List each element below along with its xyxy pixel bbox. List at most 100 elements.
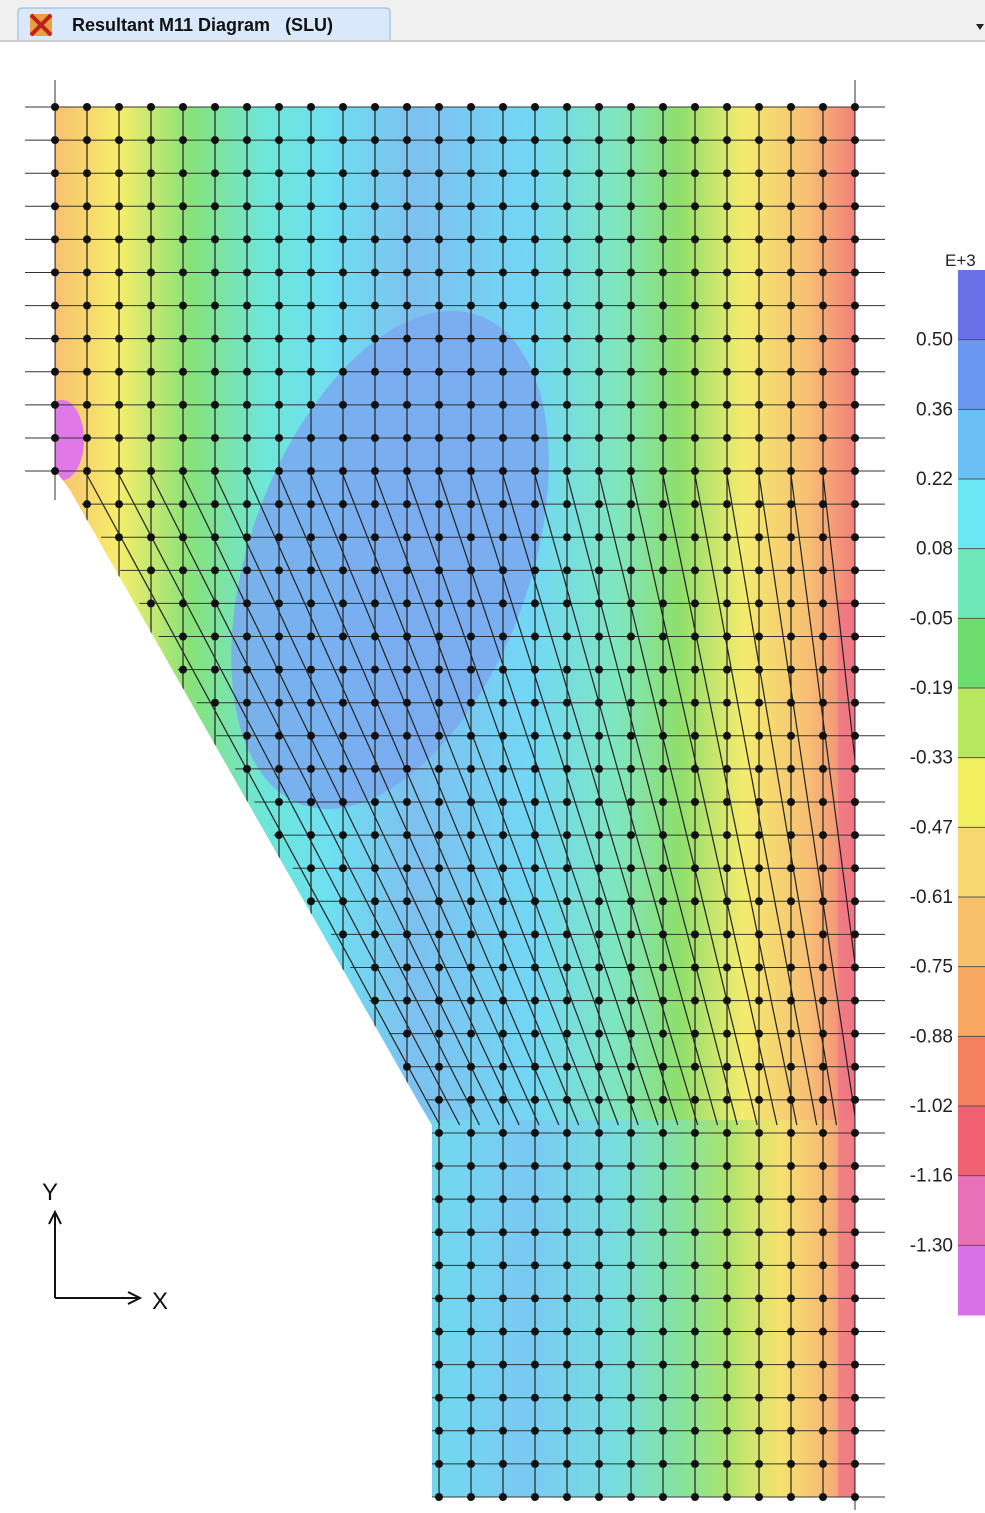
mesh-node <box>595 1427 603 1435</box>
mesh-node <box>851 599 859 607</box>
mesh-node <box>755 1328 763 1336</box>
mesh-node <box>499 202 507 210</box>
mesh-node <box>563 368 571 376</box>
mesh-node <box>851 235 859 243</box>
mesh-node <box>787 798 795 806</box>
mesh-node <box>243 136 251 144</box>
mesh-node <box>403 997 411 1005</box>
mesh-node <box>691 1162 699 1170</box>
mesh-node <box>403 401 411 409</box>
mesh-node <box>659 1328 667 1336</box>
mesh-node <box>691 500 699 508</box>
mesh-node <box>499 335 507 343</box>
mesh-node <box>179 368 187 376</box>
mesh-node <box>339 335 347 343</box>
legend-label: 0.50 <box>916 330 953 351</box>
mesh-node <box>211 302 219 310</box>
mesh-node <box>723 1096 731 1104</box>
mesh-node <box>531 864 539 872</box>
mesh-node <box>499 1030 507 1038</box>
mesh-node <box>531 533 539 541</box>
mesh-node <box>531 765 539 773</box>
mesh-node <box>563 666 571 674</box>
mesh-node <box>179 169 187 177</box>
mesh-node <box>787 1427 795 1435</box>
mesh-node <box>275 401 283 409</box>
mesh-node <box>627 732 635 740</box>
mesh-node <box>819 401 827 409</box>
mesh-node <box>755 897 763 905</box>
mesh-node <box>723 1460 731 1468</box>
mesh-node <box>595 930 603 938</box>
mesh-node <box>627 1030 635 1038</box>
mesh-node <box>51 235 59 243</box>
mesh-node <box>211 103 219 111</box>
mesh-node <box>435 1328 443 1336</box>
mesh-node <box>531 1096 539 1104</box>
mesh-node <box>691 1427 699 1435</box>
mesh-node <box>595 798 603 806</box>
tab-title[interactable]: Resultant M11 Diagram (SLU) <box>72 15 333 35</box>
mesh-node <box>755 169 763 177</box>
mesh-node <box>851 699 859 707</box>
mesh-node <box>755 864 763 872</box>
mesh-node <box>499 765 507 773</box>
mesh-node <box>435 1361 443 1369</box>
mesh-node <box>627 897 635 905</box>
mesh-node <box>499 1427 507 1435</box>
mesh-node <box>563 1493 571 1501</box>
mesh-node <box>339 103 347 111</box>
mesh-node <box>627 500 635 508</box>
mesh-node <box>723 500 731 508</box>
mesh-node <box>467 699 475 707</box>
mesh-node <box>467 831 475 839</box>
mesh-node <box>307 732 315 740</box>
mesh-node <box>595 1162 603 1170</box>
mesh-node <box>627 202 635 210</box>
mesh-node <box>499 169 507 177</box>
mesh-node <box>627 765 635 773</box>
mesh-node <box>595 1195 603 1203</box>
mesh-node <box>563 930 571 938</box>
mesh-node <box>275 467 283 475</box>
mesh-node <box>403 202 411 210</box>
mesh-node <box>211 666 219 674</box>
mesh-node <box>435 666 443 674</box>
mesh-node <box>339 930 347 938</box>
mesh-node <box>403 666 411 674</box>
mesh-node <box>307 268 315 276</box>
mesh-node <box>403 897 411 905</box>
mesh-node <box>563 897 571 905</box>
axis-y-label: Y <box>42 1179 58 1206</box>
mesh-node <box>563 103 571 111</box>
mesh-node <box>723 997 731 1005</box>
mesh-node <box>83 467 91 475</box>
mesh-node <box>115 136 123 144</box>
mesh-node <box>243 335 251 343</box>
mesh-node <box>339 467 347 475</box>
mesh-node <box>531 1460 539 1468</box>
mesh-node <box>435 103 443 111</box>
mesh-node <box>659 268 667 276</box>
mesh-node <box>499 897 507 905</box>
mesh-node <box>851 1261 859 1269</box>
mesh-node <box>819 533 827 541</box>
mesh-node <box>147 335 155 343</box>
legend-label: 0.36 <box>916 399 953 420</box>
mesh-node <box>787 1361 795 1369</box>
axis-glyph <box>49 1212 140 1304</box>
mesh-node <box>499 467 507 475</box>
legend-swatch <box>958 688 985 758</box>
mesh-node <box>659 997 667 1005</box>
mesh-node <box>787 997 795 1005</box>
mesh-node <box>627 864 635 872</box>
mesh-node <box>691 1361 699 1369</box>
mesh-node <box>659 103 667 111</box>
mesh-node <box>787 434 795 442</box>
mesh-node <box>851 533 859 541</box>
mesh-node <box>499 930 507 938</box>
mesh-node <box>659 1228 667 1236</box>
mesh-node <box>339 401 347 409</box>
mesh-node <box>755 732 763 740</box>
mesh-node <box>435 1063 443 1071</box>
